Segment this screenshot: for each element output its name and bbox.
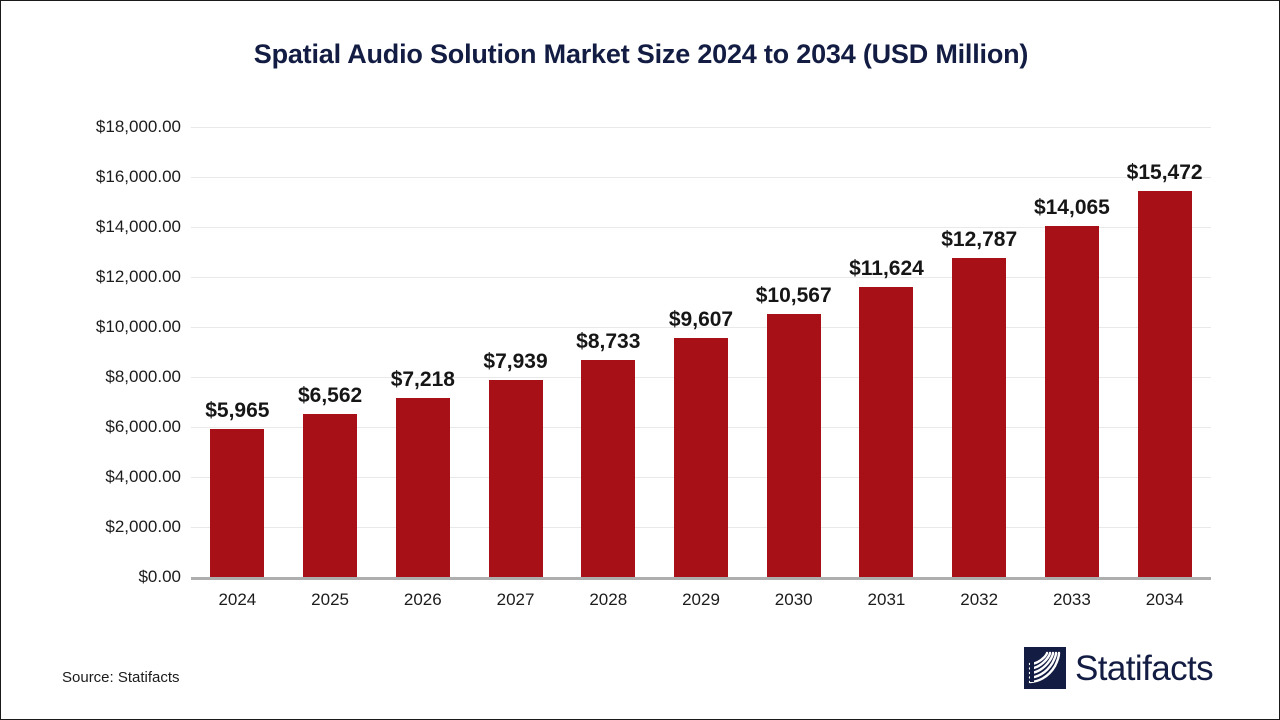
gridline (191, 177, 1211, 178)
y-axis-tick-label: $8,000.00 (105, 367, 181, 386)
gridline (191, 127, 1211, 128)
bar-group[interactable]: $15,472 (1127, 128, 1203, 578)
bar-group[interactable]: $9,607 (669, 128, 733, 578)
bar-group[interactable]: $8,733 (576, 128, 640, 578)
y-axis-tick-label: $4,000.00 (105, 467, 181, 486)
bar-value-label: $7,939 (483, 349, 548, 373)
bar-value-label: $8,733 (576, 329, 641, 353)
bar[interactable] (766, 313, 821, 578)
bar[interactable] (952, 258, 1007, 578)
x-axis-tick-label: 2034 (1145, 590, 1184, 609)
x-axis-tick-label: 2026 (403, 590, 442, 609)
x-axis-tick-label: 2025 (311, 590, 349, 609)
statifacts-wordmark: Statifacts (1075, 648, 1214, 688)
bar-group[interactable]: $12,787 (941, 128, 1017, 578)
x-axis-tick-label: 2031 (867, 590, 906, 609)
bar[interactable] (674, 337, 728, 578)
bar-value-label: $6,562 (297, 383, 363, 407)
y-axis-tick-label: $10,000.00 (95, 317, 181, 336)
statifacts-mark-icon (1024, 647, 1067, 689)
bar[interactable] (1137, 191, 1192, 578)
source-note: Source: Statifacts (62, 669, 180, 686)
chart-title: Spatial Audio Solution Market Size 2024 … (253, 39, 1029, 69)
y-axis-tick-label: $16,000.00 (95, 167, 181, 186)
bar[interactable] (210, 428, 265, 578)
x-axis-tick-label: 2024 (218, 590, 257, 609)
bar-group[interactable]: $14,065 (1034, 128, 1110, 578)
bar-value-label: $9,607 (668, 307, 734, 331)
gridline (191, 227, 1211, 228)
y-axis-tick-label: $2,000.00 (105, 517, 181, 536)
bar-value-label: $7,218 (390, 367, 455, 391)
bar-group[interactable]: $5,965 (205, 128, 269, 578)
bar[interactable] (488, 379, 543, 578)
bar-value-label: $11,624 (849, 257, 924, 281)
statifacts-logo: Statifacts (1024, 647, 1214, 689)
x-axis-tick-label: 2027 (496, 590, 535, 609)
y-axis-tick-label: $14,000.00 (95, 217, 181, 236)
bar[interactable] (303, 413, 358, 578)
gridline (191, 327, 1211, 328)
x-axis-tick-label: 2028 (589, 590, 628, 609)
y-axis-tick-label: $12,000.00 (95, 267, 181, 286)
bar-value-label: $12,787 (941, 228, 1018, 252)
plot-area: $5,965 $6,562 $7,218 $7,939 $8,733 $9,607 $10,… (191, 127, 1211, 578)
bar[interactable] (581, 359, 636, 578)
bar-group[interactable]: $7,939 (483, 128, 548, 578)
bar-value-label: $14,065 (1033, 196, 1110, 220)
bar-value-label: $5,965 (205, 398, 270, 422)
x-axis-tick-label: 2029 (682, 590, 720, 609)
bar-value-label: $15,472 (1126, 161, 1203, 185)
x-axis-tick-label: 2032 (960, 590, 999, 609)
bar-group[interactable]: $11,624 (849, 128, 924, 578)
bar-group[interactable]: $7,218 (391, 128, 455, 578)
bar-value-label: $10,567 (755, 283, 832, 307)
bar[interactable] (859, 287, 914, 578)
y-axis-tick-label: $0.00 (138, 567, 181, 586)
gridline (191, 277, 1211, 278)
y-axis-tick-label: $6,000.00 (105, 417, 181, 436)
x-axis-line (191, 577, 1211, 580)
bar[interactable] (1044, 226, 1099, 578)
y-axis-tick-label: $18,000.00 (95, 117, 181, 136)
x-axis-tick-label: 2030 (774, 590, 813, 609)
x-axis-tick-label: 2033 (1052, 590, 1091, 609)
bar-group[interactable]: $10,567 (756, 128, 832, 578)
bar[interactable] (395, 397, 450, 578)
bar-group[interactable]: $6,562 (298, 128, 362, 578)
